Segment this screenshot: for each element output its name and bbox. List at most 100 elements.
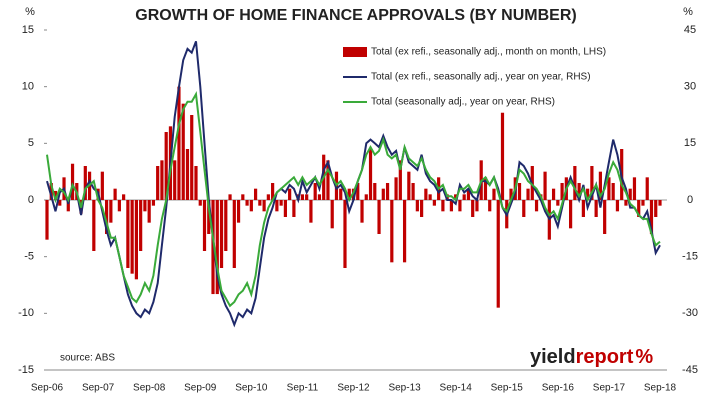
y-tick-label: -5 — [24, 251, 34, 263]
bar — [300, 194, 305, 200]
x-tick-label: Sep-15 — [491, 383, 524, 394]
bar — [454, 194, 458, 200]
bar — [245, 200, 249, 206]
y2-tick-label: -30 — [682, 307, 698, 319]
bar — [181, 103, 185, 200]
y2-tick-label: -15 — [682, 251, 698, 263]
bar — [611, 183, 615, 200]
bar — [266, 194, 270, 200]
bar — [385, 183, 390, 200]
x-tick-label: Sep-06 — [31, 383, 64, 394]
bar — [160, 160, 164, 200]
bar — [458, 200, 462, 212]
source-note: source: ABS — [60, 353, 115, 364]
x-tick-label: Sep-09 — [184, 383, 217, 394]
bar — [173, 160, 177, 200]
y-tick-label: 15 — [22, 24, 34, 36]
bar — [492, 188, 496, 200]
x-tick-label: Sep-13 — [388, 383, 421, 394]
bar — [305, 194, 309, 200]
bar — [283, 200, 287, 217]
bar — [343, 200, 347, 268]
x-tick-label: Sep-07 — [82, 383, 115, 394]
x-tick-label: Sep-08 — [133, 383, 166, 394]
bar — [658, 200, 662, 206]
bar — [628, 188, 632, 200]
bar — [279, 200, 283, 206]
bar — [215, 200, 219, 295]
bar — [641, 200, 645, 206]
bar — [356, 183, 360, 200]
bar — [194, 166, 198, 200]
x-tick-label: Sep-11 — [287, 383, 319, 394]
bar — [654, 200, 658, 217]
bar — [598, 171, 603, 200]
bar — [104, 200, 109, 234]
y2-tick-label: -45 — [682, 364, 698, 376]
line — [46, 91, 661, 308]
bar — [449, 200, 454, 212]
logo-part: yield — [530, 346, 576, 368]
bar — [113, 188, 117, 200]
bar — [522, 200, 526, 217]
bar — [198, 200, 202, 206]
bar — [292, 200, 296, 217]
bar — [373, 183, 377, 200]
bar — [207, 200, 211, 234]
bar — [560, 183, 564, 200]
bar — [526, 188, 530, 200]
bar — [471, 200, 475, 217]
bar — [534, 200, 539, 212]
bar — [58, 200, 62, 206]
bar — [466, 188, 471, 200]
logo-part: report — [576, 346, 634, 368]
line — [46, 40, 661, 328]
bar — [402, 200, 407, 263]
bar — [483, 177, 488, 200]
bar — [326, 160, 330, 200]
bar — [428, 194, 432, 200]
bar — [126, 200, 130, 268]
bar — [496, 200, 500, 308]
bar — [236, 200, 241, 223]
bar — [577, 183, 581, 200]
bar — [360, 200, 364, 223]
bar — [262, 200, 266, 212]
bar — [517, 183, 522, 200]
bar — [645, 177, 649, 200]
bar — [139, 200, 143, 251]
bar — [49, 183, 53, 200]
bar — [475, 200, 479, 212]
bar — [488, 200, 492, 212]
bar — [330, 200, 334, 229]
x-tick-label: Sep-17 — [593, 383, 626, 394]
bar — [232, 200, 236, 268]
y-tick-label: 0 — [28, 194, 34, 206]
bar — [288, 188, 292, 200]
bar — [462, 194, 466, 200]
bar — [394, 177, 398, 200]
bar — [190, 115, 194, 200]
bar — [45, 200, 49, 240]
logo-part: % — [635, 346, 653, 368]
bar — [420, 200, 424, 217]
bar — [441, 200, 445, 212]
bar — [249, 200, 253, 212]
bar — [543, 171, 547, 200]
bar — [275, 200, 279, 212]
bar — [92, 200, 96, 251]
x-tick-label: Sep-12 — [337, 383, 370, 394]
bar — [509, 188, 513, 200]
bar — [407, 171, 411, 200]
bar — [122, 194, 126, 200]
x-tick-label: Sep-18 — [644, 383, 677, 394]
bar — [134, 200, 138, 280]
bar — [607, 177, 611, 200]
bar — [573, 166, 577, 200]
bar — [624, 200, 628, 206]
legend-label: Total (ex refi., seasonally adj., year o… — [371, 72, 591, 83]
bar — [424, 188, 428, 200]
logo: yieldreport% — [530, 346, 653, 368]
y-tick-label: -15 — [18, 364, 34, 376]
